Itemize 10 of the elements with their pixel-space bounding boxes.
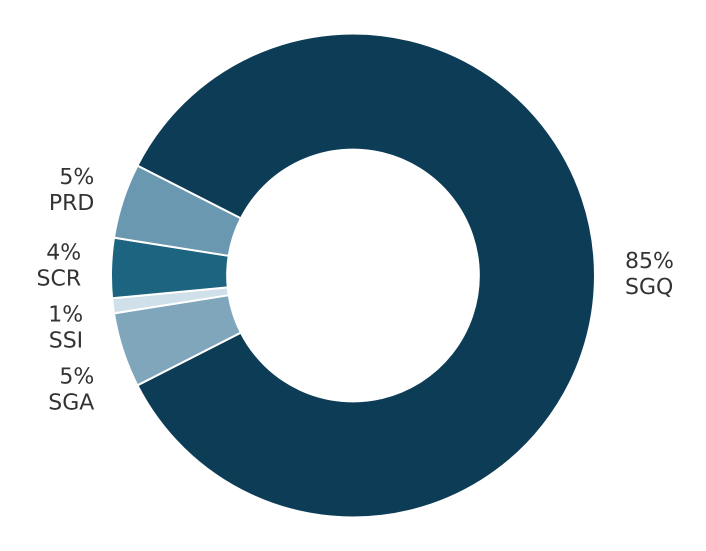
data-label: 4% [46, 240, 82, 266]
slice-label: SGQ [625, 275, 674, 300]
data-label: 5% [59, 364, 94, 390]
data-label: 5% [59, 165, 94, 190]
data-label: 1% [48, 302, 84, 328]
slice-label: SSI [48, 328, 84, 354]
slice-label: SCR [36, 266, 82, 292]
slice-label: PRD [48, 191, 94, 216]
data-label: 85% [625, 249, 674, 274]
slice-label: SGA [48, 390, 94, 416]
